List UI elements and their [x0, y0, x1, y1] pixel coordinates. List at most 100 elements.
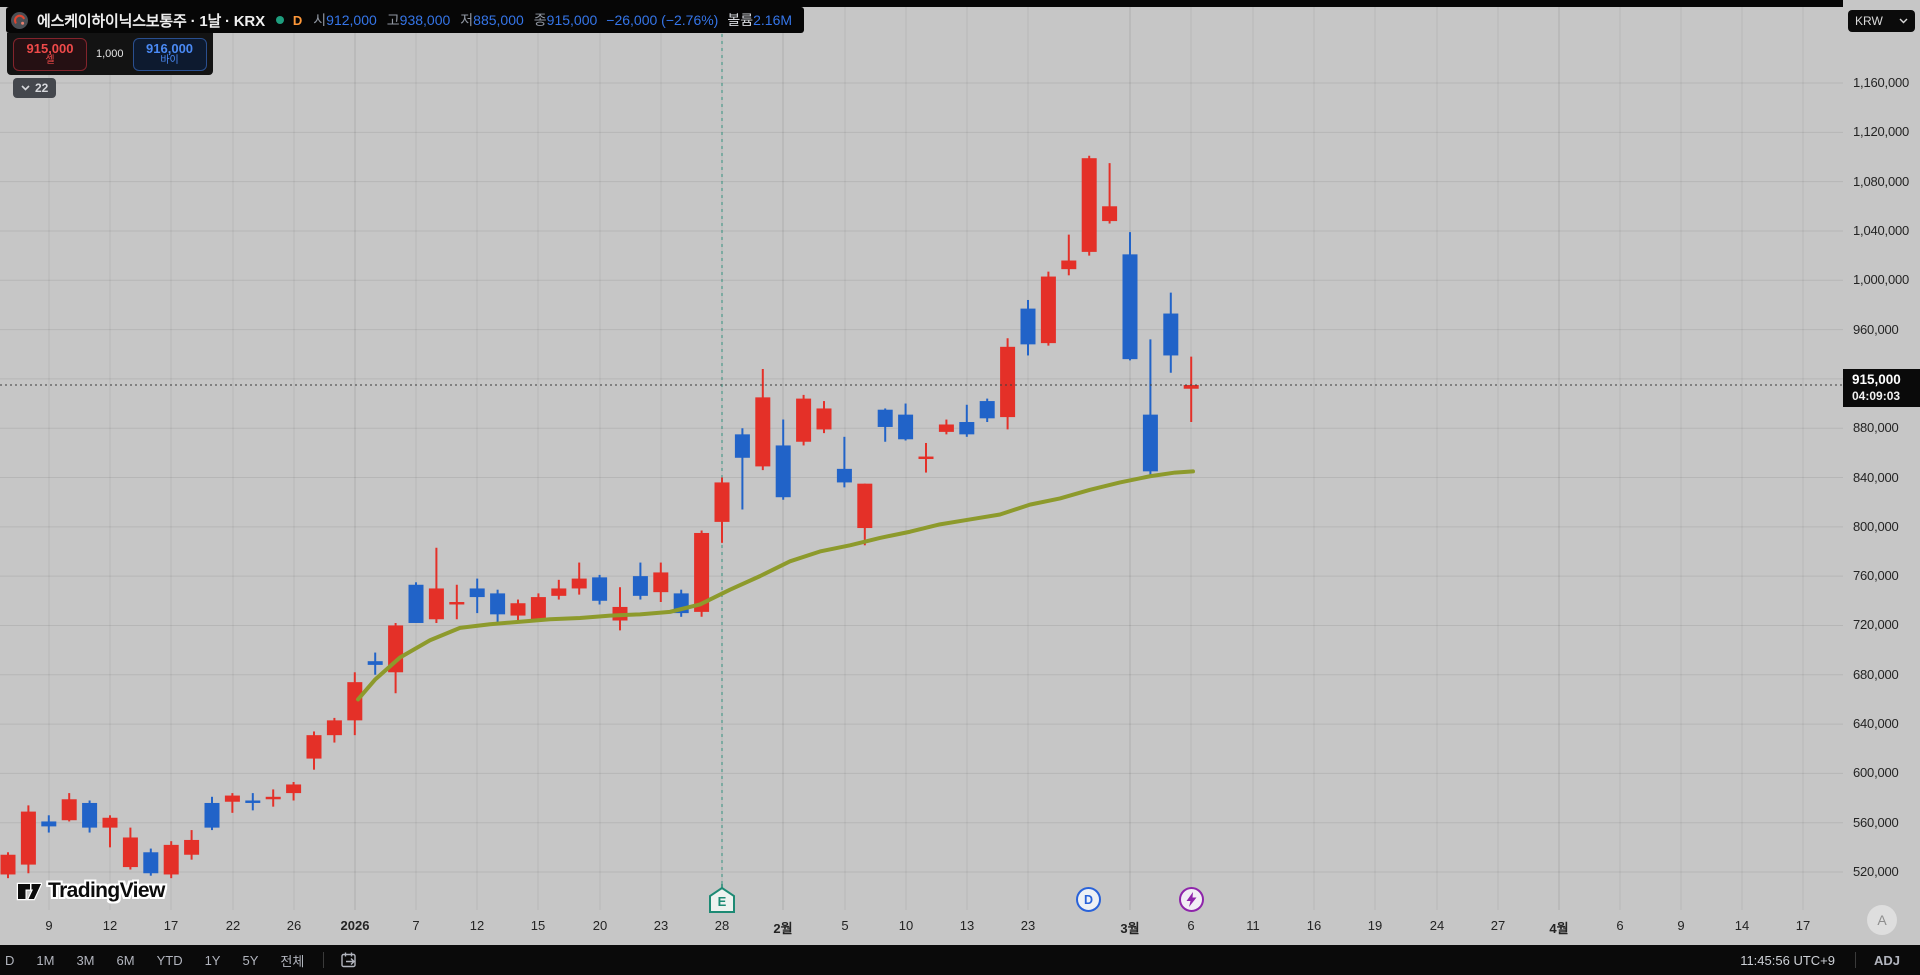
price-axis-label: 600,000 [1853, 765, 1899, 781]
currency-button[interactable]: KRW [1848, 10, 1915, 32]
time-axis-label: 2026 [340, 918, 370, 933]
candle [408, 582, 424, 623]
candle [571, 562, 587, 595]
price-tag-countdown: 04:09:03 [1852, 388, 1901, 403]
volume-label: 볼륨 [727, 12, 754, 28]
tradingview-logo-icon [16, 882, 42, 901]
grid-lines [0, 0, 1843, 910]
market-status-icon[interactable] [275, 16, 284, 24]
sell-button[interactable]: 915,000 셀 [13, 37, 87, 71]
symbol-header[interactable]: 에스케이하이닉스보통주 · 1날 · KRX D 시912,000 고938,00… [6, 7, 805, 33]
time-axis-label: 13 [959, 918, 975, 933]
volume-value: 2.16M [753, 12, 793, 28]
goto-date-button[interactable] [332, 951, 368, 970]
candle [184, 830, 200, 860]
range-button-전체[interactable]: 전체 [280, 953, 305, 969]
range-buttons: D 1M 3M 6M YTD 1Y 5Y 전체 [3, 945, 315, 975]
sell-price: 915,000 [26, 40, 74, 56]
candle [490, 589, 506, 623]
candle [204, 796, 220, 831]
price-tag-price: 915,000 [1852, 372, 1901, 388]
range-button-D[interactable]: D [5, 952, 15, 968]
ohlc-field: 저885,000 [460, 10, 524, 30]
time-axis-label: 12 [469, 918, 485, 933]
candle [163, 841, 179, 879]
earnings-marker[interactable]: E [708, 884, 736, 914]
time-axis[interactable]: 9 12 17 22 26 2026 7 12 15 20 23 28 2월 5 10 13 23 3월 6 11 16… [0, 910, 1843, 945]
time-axis-label: 15 [530, 918, 546, 933]
candle [265, 789, 281, 807]
candle [510, 599, 526, 623]
ohlc-field-value: 915,000 [546, 12, 598, 28]
chart-pane[interactable] [0, 0, 1843, 910]
candle [1122, 232, 1138, 361]
clock-timezone-button[interactable]: 11:45:56 UTC+9 [1740, 952, 1835, 968]
price-axis[interactable]: KRW 915,000 04:09:03 1,160,000 1,120,000 1… [1843, 0, 1920, 945]
objects-count: 22 [35, 81, 49, 95]
candle [877, 408, 893, 442]
ohlc-field-value: 912,000 [326, 12, 377, 28]
trade-panel: 915,000 셀 1,000 916,000 바이 [7, 33, 213, 75]
adjust-toggle[interactable]: ADJ [1873, 952, 1900, 968]
candle [979, 398, 995, 423]
candle [530, 593, 546, 621]
objects-count-badge[interactable]: 22 [13, 78, 57, 98]
buy-button[interactable]: 916,000 바이 [132, 37, 207, 71]
time-axis-label: 23 [653, 918, 669, 933]
price-axis-label: 800,000 [1853, 518, 1899, 534]
dividend-letter: D [1083, 893, 1092, 907]
volume-field: 볼륨2.16M [727, 10, 792, 30]
price-axis-label: 840,000 [1853, 469, 1899, 485]
range-button-3M[interactable]: 3M [76, 952, 95, 968]
toolbar-divider [1854, 952, 1856, 968]
buy-price: 916,000 [146, 40, 194, 56]
ohlc-field-label: 저 [460, 12, 474, 28]
candle [224, 793, 240, 813]
range-button-5Y[interactable]: 5Y [242, 952, 259, 968]
candle [1020, 299, 1036, 356]
price-axis-label: 520,000 [1853, 864, 1899, 879]
ohlc-field: 고938,000 [387, 10, 451, 30]
spread-value: 1,000 [96, 48, 124, 60]
dividend-marker[interactable]: D [1075, 886, 1102, 913]
price-axis-label: 1,160,000 [1853, 75, 1910, 90]
candle [449, 584, 465, 620]
candle [20, 805, 36, 874]
range-button-YTD[interactable]: YTD [156, 952, 183, 968]
candle [755, 369, 771, 471]
tradingview-watermark[interactable]: TradingView [16, 879, 165, 903]
candlestick-chart[interactable] [0, 0, 1843, 910]
flash-marker[interactable] [1178, 886, 1205, 913]
candle [428, 547, 444, 623]
time-axis-label: 4월 [1549, 921, 1569, 936]
candle [1081, 155, 1097, 256]
time-axis-label: 6 [1187, 918, 1195, 933]
candle [1000, 338, 1016, 430]
price-axis-label: 880,000 [1853, 420, 1899, 436]
time-axis-label: 9 [45, 918, 53, 933]
time-axis-label: 2월 [773, 921, 793, 936]
corner-a-button[interactable]: A [1867, 905, 1897, 935]
price-axis-label: 720,000 [1853, 617, 1899, 633]
range-button-1Y[interactable]: 1Y [204, 952, 221, 968]
chevron-down-icon [1899, 18, 1908, 24]
price-axis-label: 560,000 [1853, 814, 1899, 830]
range-button-6M[interactable]: 6M [116, 952, 135, 968]
interval-badge[interactable]: D [292, 12, 303, 28]
ohlc-field-label: 종 [533, 12, 547, 28]
candle [898, 403, 914, 441]
ohlc-field-label: 고 [386, 12, 400, 28]
time-axis-label: 12 [102, 918, 118, 933]
range-button-1M[interactable]: 1M [36, 952, 55, 968]
candle [1163, 292, 1179, 373]
symbol-logo-icon [11, 11, 28, 29]
candle [734, 428, 750, 510]
time-axis-label: 24 [1429, 918, 1445, 933]
time-axis-label: 19 [1367, 918, 1383, 933]
candle [653, 562, 669, 603]
candle [82, 800, 98, 833]
candle [612, 587, 628, 631]
time-axis-label: 11 [1246, 918, 1260, 933]
candle [551, 579, 567, 600]
